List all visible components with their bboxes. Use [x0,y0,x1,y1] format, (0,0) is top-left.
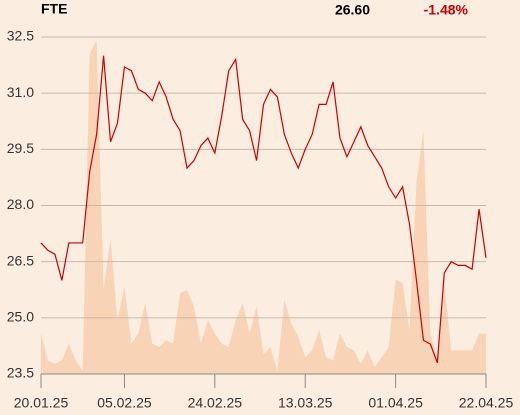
price-change: -1.48% [424,2,469,18]
x-tick-label: 20.01.25 [14,395,69,411]
y-tick-label: 23.5 [7,365,34,381]
y-tick-label: 29.5 [7,140,34,156]
y-tick-label: 28.0 [7,196,34,212]
x-tick-label: 22.04.25 [459,395,514,411]
x-tick-label: 13.03.25 [278,395,333,411]
y-tick-label: 32.5 [7,28,34,44]
y-tick-label: 25.0 [7,309,34,325]
volume-area [41,40,486,375]
y-tick-label: 26.5 [7,252,34,268]
last-price: 26.60 [335,2,370,18]
x-tick-label: 05.02.25 [97,395,152,411]
x-tick-label: 01.04.25 [368,395,423,411]
symbol: FTE [41,1,67,17]
y-tick-label: 31.0 [7,84,34,100]
price-line [40,55,487,363]
x-tick-label: 24.02.25 [188,395,243,411]
